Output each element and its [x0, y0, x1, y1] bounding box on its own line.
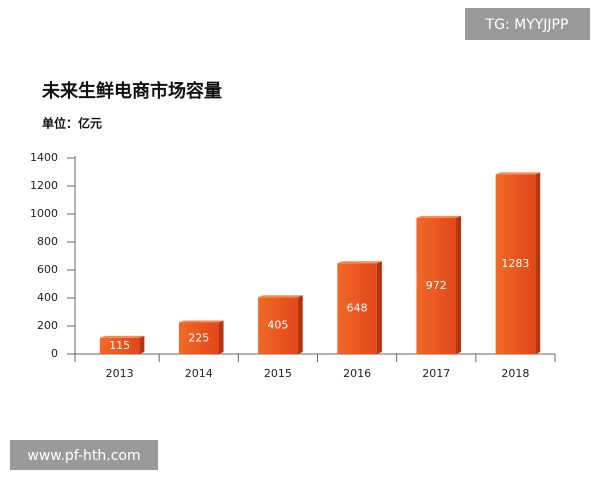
y-tick-label: 1200	[30, 179, 58, 192]
data-label: 1283	[501, 257, 529, 270]
y-tick-label: 600	[37, 263, 58, 276]
chart-subtitle: 单位：亿元	[42, 116, 102, 131]
data-label: 405	[267, 319, 288, 332]
bar	[337, 263, 377, 354]
data-label: 972	[426, 279, 447, 292]
watermark-box	[10, 440, 158, 470]
x-tick-label: 2016	[343, 367, 371, 380]
bar-side	[139, 335, 145, 354]
bar	[416, 217, 457, 354]
bar-side	[376, 261, 382, 354]
bar-side	[297, 295, 303, 354]
y-tick-label: 800	[37, 235, 58, 248]
y-tick-label: 0	[51, 347, 58, 360]
y-tick-label: 1400	[30, 151, 58, 164]
data-label: 648	[347, 302, 368, 315]
bar	[258, 297, 298, 354]
bar-top	[416, 215, 462, 218]
x-tick-label: 2014	[185, 367, 213, 380]
bar-top	[99, 335, 145, 338]
bar	[495, 174, 536, 354]
bar-top	[178, 320, 224, 323]
watermark: www.pf-hth.com	[27, 448, 140, 464]
bar-side	[535, 172, 541, 354]
watermark-box	[465, 8, 590, 40]
y-tick-label: 200	[37, 319, 58, 332]
bar	[178, 322, 219, 354]
x-tick-label: 2015	[264, 367, 292, 380]
x-tick-label: 2018	[501, 367, 529, 380]
y-tick-label: 400	[37, 291, 58, 304]
x-tick-label: 2013	[106, 367, 134, 380]
bar-top	[495, 172, 541, 175]
data-label: 115	[109, 339, 130, 352]
bar-top	[337, 261, 382, 264]
data-label: 225	[188, 331, 209, 344]
y-tick-label: 1000	[30, 207, 58, 220]
bar-side	[218, 320, 224, 354]
bar-side	[456, 215, 462, 354]
watermark: TG: MYYJJPP	[485, 17, 569, 33]
bar-top	[258, 295, 303, 298]
chart-title: 未来生鲜电商市场容量	[42, 80, 222, 102]
bar	[99, 337, 140, 354]
x-tick-label: 2017	[422, 367, 450, 380]
